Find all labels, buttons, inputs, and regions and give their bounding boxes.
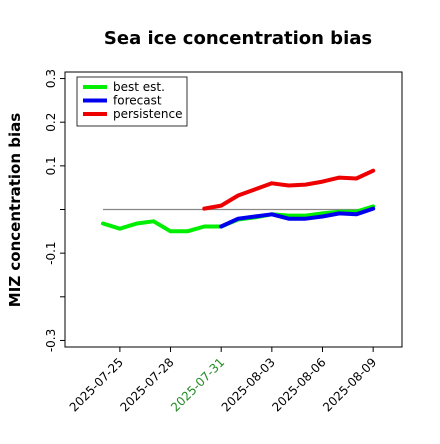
- y-tick-label: 0.1: [44, 156, 58, 175]
- y-tick-label: -0.1: [44, 241, 58, 264]
- legend-label: forecast: [113, 94, 162, 108]
- y-axis-label: MIZ concentration bias: [6, 113, 24, 307]
- chart-title: Sea ice concentration bias: [104, 28, 372, 49]
- x-tick-label: 2025-08-09: [320, 355, 379, 414]
- y-tick-label: 0.3: [44, 69, 58, 88]
- series-line: [219, 206, 376, 229]
- y-tick-label: -0.3: [44, 329, 58, 352]
- series-line: [202, 168, 376, 211]
- y-tick-label: 0.2: [44, 113, 58, 132]
- legend-label: best est.: [113, 80, 165, 94]
- legend-label: persistence: [113, 107, 182, 121]
